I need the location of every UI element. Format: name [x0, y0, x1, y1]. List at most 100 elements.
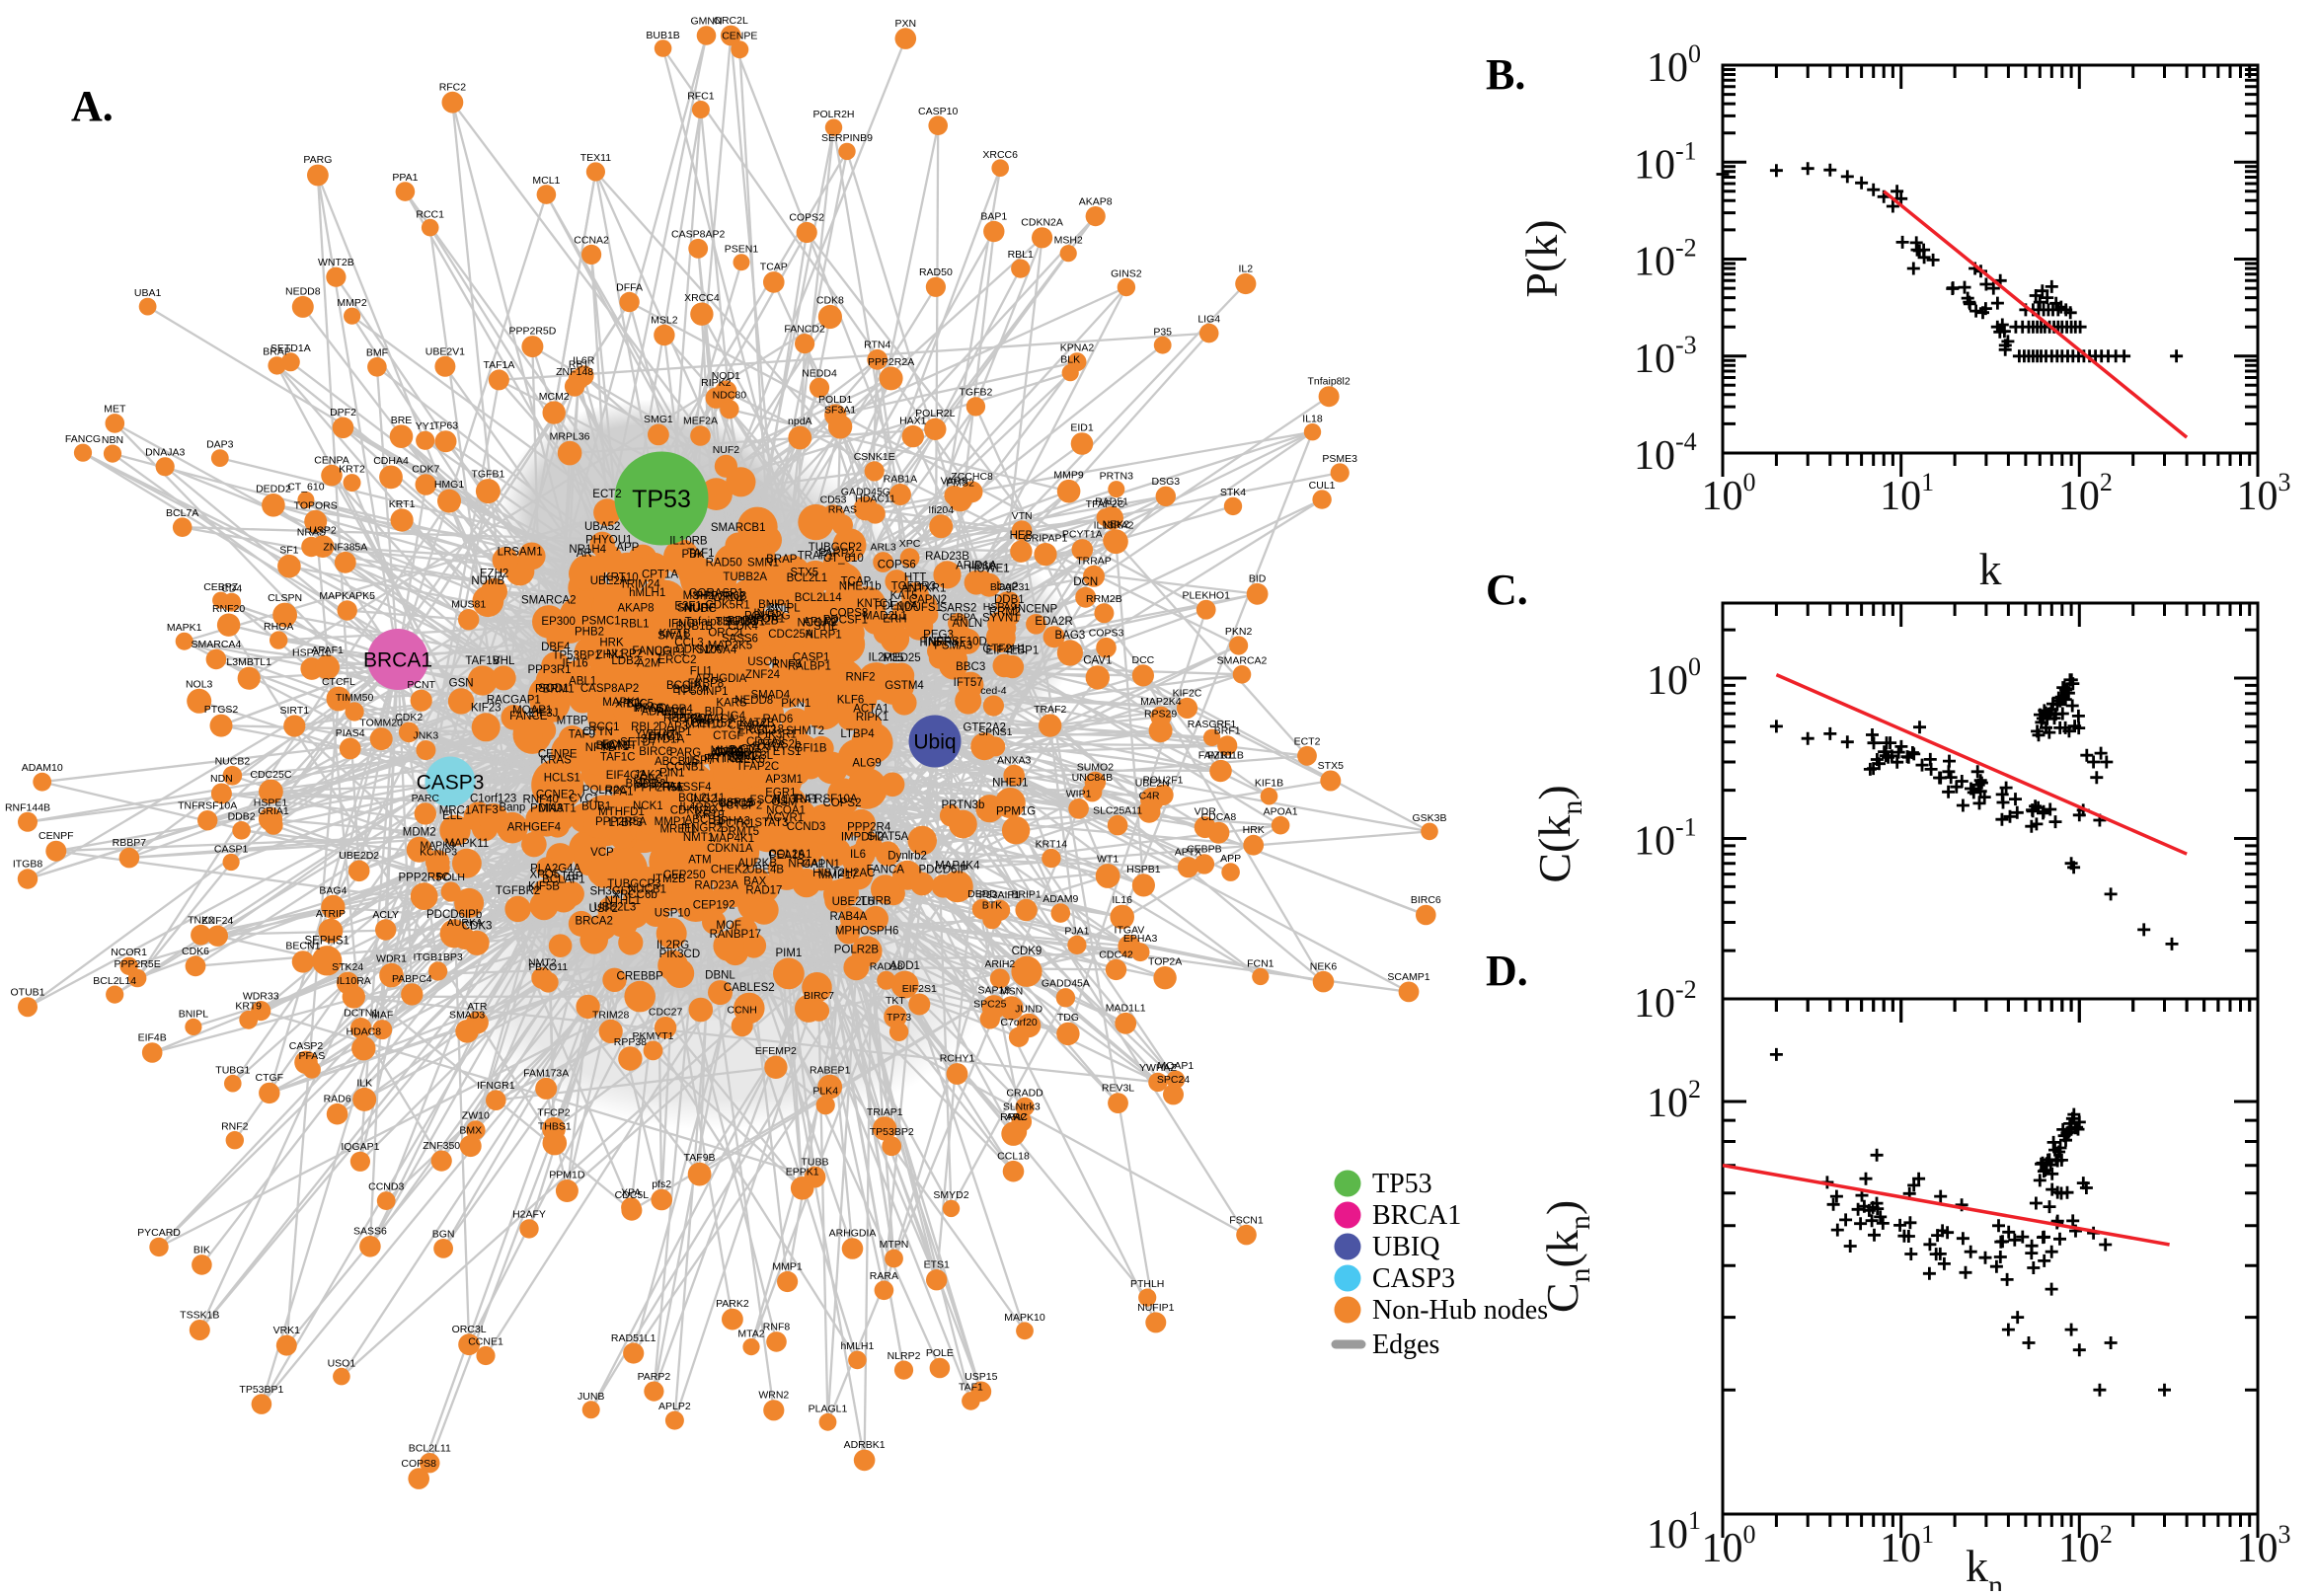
svg-text:STK24: STK24: [332, 961, 363, 973]
svg-text:BRCA2: BRCA2: [576, 916, 613, 928]
svg-text:BIK: BIK: [193, 1245, 210, 1256]
svg-text:HCLS1: HCLS1: [544, 772, 580, 784]
svg-text:Ifi204: Ifi204: [928, 504, 954, 516]
svg-text:RHOA: RHOA: [264, 621, 293, 633]
svg-text:CEP192: CEP192: [693, 900, 735, 912]
svg-text:FANCD2: FANCD2: [784, 324, 825, 336]
svg-text:D.: D.: [1486, 947, 1528, 995]
svg-text:CDK6: CDK6: [182, 946, 209, 957]
svg-text:DNAJA3: DNAJA3: [145, 447, 185, 459]
svg-text:REV3L: REV3L: [1102, 1083, 1134, 1095]
svg-text:HRK: HRK: [1243, 824, 1265, 836]
svg-text:BRCA1: BRCA1: [1372, 1200, 1461, 1231]
svg-text:UBE2V1: UBE2V1: [425, 345, 465, 357]
svg-text:DCC: DCC: [1132, 654, 1155, 666]
svg-text:TFCP2: TFCP2: [537, 1107, 570, 1119]
svg-text:MAD1L1: MAD1L1: [1106, 1003, 1146, 1015]
svg-text:NLRP1: NLRP1: [806, 629, 842, 641]
svg-text:TNFRSF10A: TNFRSF10A: [178, 800, 237, 812]
svg-text:CCND3: CCND3: [368, 1181, 404, 1193]
svg-text:KPNA2: KPNA2: [1060, 342, 1095, 354]
svg-text:ACVR1: ACVR1: [766, 812, 804, 824]
svg-text:MOAP1: MOAP1: [1157, 1060, 1194, 1072]
svg-text:POLH: POLH: [436, 872, 465, 883]
svg-text:CDCA8: CDCA8: [1201, 811, 1237, 823]
svg-text:SAP18: SAP18: [977, 985, 1010, 997]
svg-text:EZH2: EZH2: [480, 568, 508, 579]
svg-text:RRM2B: RRM2B: [1086, 593, 1122, 605]
svg-text:CCNE1: CCNE1: [468, 1335, 503, 1347]
svg-text:RAD23A: RAD23A: [694, 879, 738, 891]
svg-text:MTPN: MTPN: [880, 1239, 909, 1251]
svg-text:ECT2: ECT2: [1294, 735, 1321, 747]
svg-text:CCNH: CCNH: [728, 1005, 757, 1017]
svg-text:CREBBP: CREBBP: [617, 970, 664, 982]
svg-text:ERCC2: ERCC2: [658, 654, 697, 666]
svg-text:UBIQ: UBIQ: [1372, 1232, 1439, 1262]
svg-text:CABLES2: CABLES2: [724, 982, 775, 994]
svg-text:PIM1: PIM1: [775, 948, 802, 959]
svg-text:EIF2S1: EIF2S1: [902, 983, 937, 995]
svg-text:KARS: KARS: [716, 698, 747, 710]
svg-text:BRE: BRE: [391, 415, 413, 426]
svg-text:TP53BP1: TP53BP1: [239, 1384, 283, 1396]
svg-text:Non-Hub nodes: Non-Hub nodes: [1372, 1295, 1548, 1326]
svg-text:PTGS2: PTGS2: [204, 704, 239, 716]
svg-text:HSPA9: HSPA9: [983, 601, 1017, 613]
svg-text:BUB1: BUB1: [581, 801, 611, 813]
svg-text:A.: A.: [71, 82, 114, 130]
svg-text:RAD17: RAD17: [745, 885, 782, 897]
svg-text:ETS1: ETS1: [924, 1259, 950, 1271]
svg-text:IFT57: IFT57: [954, 677, 983, 689]
svg-text:MPHOSPH6: MPHOSPH6: [835, 926, 899, 938]
svg-text:CASP4: CASP4: [656, 704, 693, 716]
svg-text:CENPE: CENPE: [722, 31, 757, 42]
svg-text:VCP: VCP: [590, 847, 614, 859]
svg-text:CASP3: CASP3: [1372, 1263, 1455, 1294]
svg-text:IL13RA2: IL13RA2: [1094, 520, 1134, 532]
svg-text:S100A4: S100A4: [696, 645, 737, 656]
svg-text:PBK: PBK: [681, 549, 704, 561]
svg-text:BUB1B: BUB1B: [646, 30, 679, 41]
svg-text:PIK3CD: PIK3CD: [659, 949, 701, 960]
svg-text:CDK4: CDK4: [728, 621, 758, 633]
svg-text:EP300: EP300: [541, 616, 576, 628]
svg-text:KRAS: KRAS: [540, 755, 572, 767]
svg-text:ARL3: ARL3: [870, 542, 895, 554]
svg-text:ZNF350: ZNF350: [423, 1140, 460, 1152]
svg-text:IL18: IL18: [1302, 414, 1323, 425]
svg-text:APTX: APTX: [1175, 847, 1201, 859]
svg-text:ABCB1b: ABCB1b: [655, 756, 698, 768]
svg-text:TAF1C: TAF1C: [600, 752, 636, 764]
svg-text:BCLAF1: BCLAF1: [542, 874, 584, 885]
svg-text:RPP38: RPP38: [614, 1036, 647, 1048]
svg-text:ARHGEF4: ARHGEF4: [507, 821, 562, 833]
svg-text:CASP1: CASP1: [214, 843, 249, 855]
svg-text:FANCG: FANCG: [65, 433, 101, 445]
svg-text:CCL18: CCL18: [997, 1150, 1030, 1162]
svg-text:RAD18: RAD18: [870, 960, 903, 972]
svg-text:NMT2: NMT2: [528, 957, 557, 969]
svg-text:BCAP31: BCAP31: [990, 581, 1030, 593]
svg-text:NTHL1: NTHL1: [605, 895, 641, 907]
svg-text:npdA: npdA: [788, 416, 812, 427]
svg-text:CDK7: CDK7: [412, 464, 439, 476]
svg-text:UBA1: UBA1: [134, 287, 162, 299]
svg-text:PSME3: PSME3: [1322, 453, 1357, 465]
svg-text:BMF: BMF: [366, 346, 388, 358]
svg-text:MRPL36: MRPL36: [550, 430, 590, 442]
svg-text:k: k: [1979, 544, 2002, 594]
svg-text:TP53BP2: TP53BP2: [870, 1126, 914, 1138]
svg-text:RBBP7: RBBP7: [113, 837, 147, 849]
svg-text:FKBP8: FKBP8: [688, 678, 724, 690]
svg-text:WT1: WT1: [1097, 854, 1119, 866]
svg-text:PPP2R5A: PPP2R5A: [595, 816, 647, 828]
svg-text:BCL2L14: BCL2L14: [93, 975, 136, 987]
svg-text:DDB2: DDB2: [228, 810, 256, 822]
svg-text:TCAP: TCAP: [760, 262, 788, 273]
svg-text:CASP8AP2: CASP8AP2: [671, 228, 725, 240]
svg-text:EDA2R: EDA2R: [1035, 616, 1072, 628]
svg-text:ADRBK1: ADRBK1: [844, 1439, 886, 1451]
svg-text:BBC3: BBC3: [956, 661, 985, 673]
svg-text:EID1: EID1: [1070, 422, 1094, 434]
